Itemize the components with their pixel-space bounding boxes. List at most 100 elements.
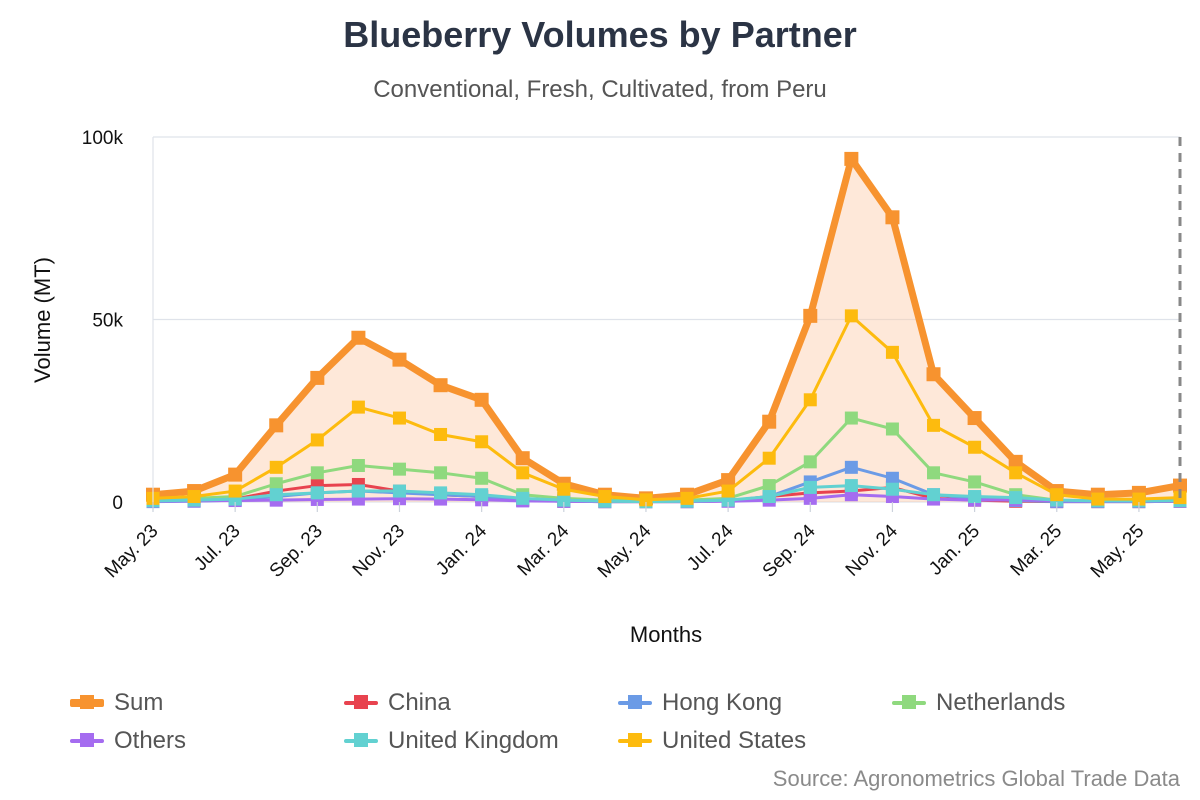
- data-point-netherlands[interactable]: [844, 411, 858, 425]
- legend-swatch: [344, 695, 378, 709]
- data-point-sum[interactable]: [310, 370, 325, 385]
- data-point-united-states[interactable]: [1132, 492, 1146, 506]
- data-point-united-states[interactable]: [762, 451, 776, 465]
- legend-item-china[interactable]: China: [344, 684, 451, 722]
- series-united-states: [146, 309, 1187, 507]
- data-point-united-kingdom[interactable]: [434, 486, 448, 500]
- x-tick-label: Jul. 24: [683, 520, 738, 575]
- legend-label: China: [388, 689, 451, 716]
- data-point-united-kingdom[interactable]: [310, 486, 324, 500]
- data-point-netherlands[interactable]: [927, 466, 941, 480]
- legend-swatch: [618, 695, 652, 709]
- data-point-netherlands[interactable]: [803, 455, 817, 469]
- data-point-united-states[interactable]: [1009, 466, 1023, 480]
- data-point-united-states[interactable]: [351, 400, 365, 414]
- data-point-united-states[interactable]: [968, 440, 982, 454]
- data-point-netherlands[interactable]: [885, 422, 899, 436]
- data-point-sum[interactable]: [885, 210, 900, 225]
- data-point-united-kingdom[interactable]: [968, 490, 982, 504]
- x-tick-label: Mar. 25: [1007, 521, 1067, 581]
- x-tick-label: Sep. 24: [759, 520, 820, 581]
- data-point-united-states[interactable]: [310, 433, 324, 447]
- data-point-united-states[interactable]: [475, 435, 489, 449]
- data-point-united-states[interactable]: [557, 482, 571, 496]
- data-point-netherlands[interactable]: [269, 477, 283, 491]
- data-point-united-states[interactable]: [228, 484, 242, 498]
- data-point-sum[interactable]: [392, 352, 407, 367]
- data-point-sum[interactable]: [721, 473, 736, 488]
- series-line-united-kingdom: [151, 484, 1182, 504]
- data-point-united-kingdom[interactable]: [269, 488, 283, 502]
- data-point-united-kingdom[interactable]: [516, 491, 530, 505]
- data-point-united-kingdom[interactable]: [557, 493, 571, 507]
- data-point-united-kingdom[interactable]: [803, 480, 817, 494]
- data-point-united-states[interactable]: [844, 309, 858, 323]
- data-point-sum[interactable]: [351, 330, 366, 345]
- data-point-sum[interactable]: [926, 367, 941, 382]
- data-point-united-states[interactable]: [598, 490, 612, 504]
- data-point-sum[interactable]: [967, 411, 982, 426]
- data-point-united-states[interactable]: [721, 484, 735, 498]
- data-point-united-kingdom[interactable]: [351, 484, 365, 498]
- data-point-sum[interactable]: [762, 414, 777, 429]
- series-area-sum: [153, 158, 1180, 502]
- legend-swatch: [70, 733, 104, 747]
- data-point-hong-kong[interactable]: [844, 460, 858, 474]
- data-point-netherlands[interactable]: [475, 471, 489, 485]
- data-point-sum[interactable]: [515, 451, 530, 466]
- data-point-united-states[interactable]: [885, 345, 899, 359]
- data-point-united-states[interactable]: [1091, 492, 1105, 506]
- data-point-others[interactable]: [803, 491, 817, 505]
- data-point-united-states[interactable]: [516, 466, 530, 480]
- legend-item-united-states[interactable]: United States: [618, 722, 806, 760]
- data-point-sum[interactable]: [474, 392, 489, 407]
- data-point-sum[interactable]: [1008, 454, 1023, 469]
- data-point-united-states[interactable]: [680, 491, 694, 505]
- chart-subtitle: Conventional, Fresh, Cultivated, from Pe…: [373, 76, 827, 103]
- data-point-united-kingdom[interactable]: [392, 484, 406, 498]
- data-point-netherlands[interactable]: [762, 479, 776, 493]
- legend-item-sum[interactable]: Sum: [70, 684, 163, 722]
- x-tick-label: Sep. 23: [266, 521, 327, 582]
- data-point-united-states[interactable]: [187, 490, 201, 504]
- data-point-united-states[interactable]: [392, 411, 406, 425]
- legend-label: United Kingdom: [388, 727, 559, 754]
- data-point-sum[interactable]: [228, 467, 243, 482]
- data-point-sum[interactable]: [844, 151, 859, 166]
- data-point-united-states[interactable]: [639, 493, 653, 507]
- data-point-netherlands[interactable]: [968, 475, 982, 489]
- legend-label: Netherlands: [936, 689, 1066, 716]
- area-fill: [153, 158, 1180, 502]
- data-point-united-kingdom[interactable]: [1009, 491, 1023, 505]
- legend-swatch: [70, 695, 104, 709]
- data-point-united-kingdom[interactable]: [475, 488, 489, 502]
- data-point-hong-kong[interactable]: [885, 471, 899, 485]
- data-point-netherlands[interactable]: [392, 462, 406, 476]
- legend-item-hong-kong[interactable]: Hong Kong: [618, 684, 782, 722]
- data-point-united-kingdom[interactable]: [844, 479, 858, 493]
- data-point-netherlands[interactable]: [310, 466, 324, 480]
- data-point-united-states[interactable]: [269, 460, 283, 474]
- legend-swatch: [892, 695, 926, 709]
- legend-label: United States: [662, 727, 807, 754]
- data-point-sum[interactable]: [433, 378, 448, 393]
- series-line-united-states: [151, 314, 1182, 502]
- data-point-united-kingdom[interactable]: [927, 488, 941, 502]
- data-point-united-states[interactable]: [803, 393, 817, 407]
- data-point-netherlands[interactable]: [434, 466, 448, 480]
- data-point-sum[interactable]: [1173, 478, 1187, 493]
- legend-item-others[interactable]: Others: [70, 722, 186, 760]
- data-point-sum[interactable]: [803, 308, 818, 323]
- legend-item-netherlands[interactable]: Netherlands: [892, 684, 1065, 722]
- data-point-netherlands[interactable]: [351, 459, 365, 472]
- data-point-united-states[interactable]: [1050, 488, 1064, 502]
- data-point-united-kingdom[interactable]: [762, 490, 776, 504]
- data-point-united-kingdom[interactable]: [885, 482, 899, 496]
- legend-label: Sum: [114, 689, 164, 716]
- data-point-sum[interactable]: [269, 418, 284, 433]
- data-point-united-states[interactable]: [927, 418, 941, 432]
- legend-item-united-kingdom[interactable]: United Kingdom: [344, 722, 559, 760]
- data-point-united-states[interactable]: [434, 427, 448, 441]
